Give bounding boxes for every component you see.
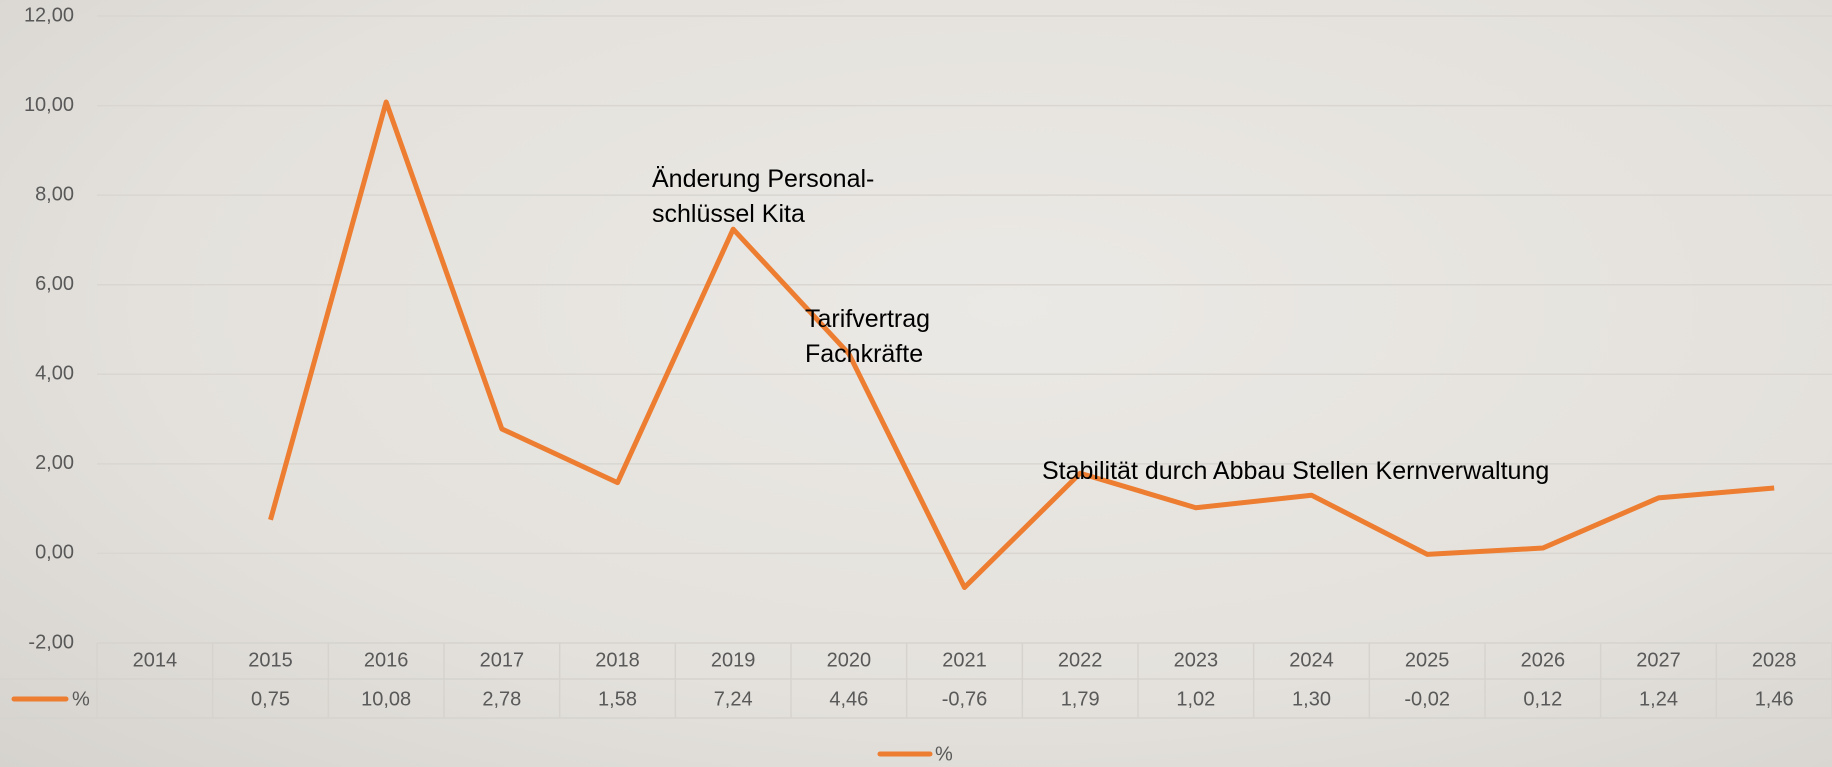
annotation: schlüssel Kita — [652, 200, 805, 228]
table-value: 1,02 — [1176, 688, 1215, 710]
table-value: 1,24 — [1639, 688, 1678, 710]
y-tick-label: 4,00 — [35, 363, 74, 385]
x-tick-label: 2027 — [1636, 649, 1681, 671]
table-value: 0,12 — [1523, 688, 1562, 710]
x-tick-label: 2024 — [1289, 649, 1334, 671]
legend-label: % — [935, 743, 953, 765]
x-tick-label: 2023 — [1174, 649, 1219, 671]
data-line — [268, 99, 1775, 590]
x-tick-label: 2016 — [364, 649, 409, 671]
x-tick-label: 2026 — [1521, 649, 1566, 671]
x-tick-label: 2015 — [248, 649, 293, 671]
table-value: 1,58 — [598, 688, 637, 710]
table-value: 1,79 — [1061, 688, 1100, 710]
annotation: Änderung Personal- — [652, 165, 874, 193]
y-tick-label: 12,00 — [24, 4, 74, 26]
annotation: Stabilität durch Abbau Stellen Kernverwa… — [1042, 457, 1549, 485]
x-tick-label: 2025 — [1405, 649, 1450, 671]
y-tick-label: 0,00 — [35, 542, 74, 564]
x-tick-label: 2014 — [133, 649, 178, 671]
table-legend-label: % — [72, 688, 90, 710]
x-tick-label: 2022 — [1058, 649, 1103, 671]
x-tick-label: 2018 — [595, 649, 640, 671]
y-tick-label: 10,00 — [24, 94, 74, 116]
x-tick-label: 2017 — [480, 649, 525, 671]
table-value: 2,78 — [482, 688, 521, 710]
table-value: 1,30 — [1292, 688, 1331, 710]
table-value: 7,24 — [714, 688, 753, 710]
table-value: 4,46 — [829, 688, 868, 710]
table-value: -0,02 — [1404, 688, 1450, 710]
x-tick-label: 2019 — [711, 649, 756, 671]
x-tick-label: 2020 — [827, 649, 872, 671]
y-tick-label: 2,00 — [35, 452, 74, 474]
y-tick-label: -2,00 — [28, 631, 74, 653]
table-value: 10,08 — [361, 688, 411, 710]
table-value: 0,75 — [251, 688, 290, 710]
table-value: -0,76 — [942, 688, 988, 710]
y-tick-label: 8,00 — [35, 183, 74, 205]
x-tick-label: 2021 — [942, 649, 987, 671]
x-tick-label: 2028 — [1752, 649, 1797, 671]
y-tick-label: 6,00 — [35, 273, 74, 295]
annotation: Tarifvertrag — [805, 305, 930, 333]
annotation: Fachkräfte — [805, 340, 923, 368]
table-value: 1,46 — [1755, 688, 1794, 710]
